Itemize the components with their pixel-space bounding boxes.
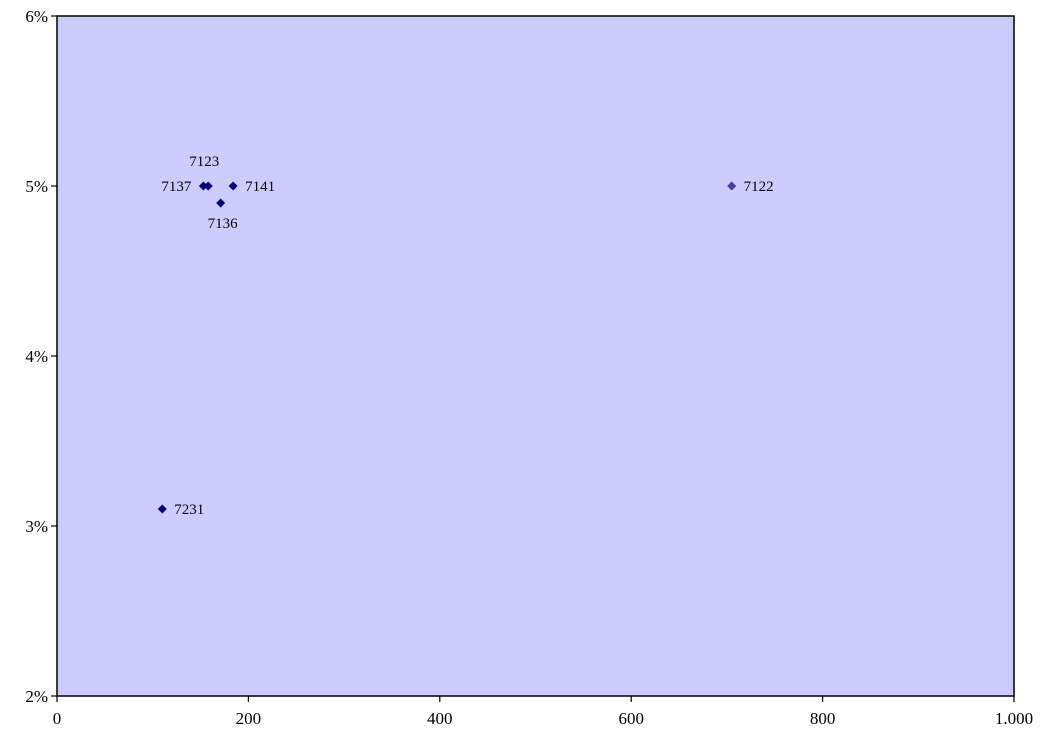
data-point-marker: [198, 181, 208, 191]
data-point-label: 7136: [208, 216, 239, 232]
data-point-label: 7122: [744, 179, 774, 195]
data-point-label: 7123: [189, 154, 219, 170]
data-point-marker: [216, 198, 226, 208]
y-tick-label: 6%: [25, 7, 48, 26]
x-tick-label: 400: [427, 709, 453, 728]
data-point-marker: [228, 181, 238, 191]
data-point-marker: [203, 181, 213, 191]
x-tick-label: 200: [236, 709, 262, 728]
data-points: 7122 7123 7137 7141 7136 7231: [157, 154, 774, 518]
y-tick-label: 2%: [25, 687, 48, 706]
x-axis: 0 200 400 600 800 1.000: [53, 696, 1033, 728]
x-tick-label: 1.000: [995, 709, 1033, 728]
y-tick-label: 4%: [25, 347, 48, 366]
data-point-label: 7137: [161, 179, 192, 195]
data-point-label: 7231: [174, 502, 204, 518]
plot-area: [56, 15, 1015, 697]
data-point-label: 7141: [245, 179, 275, 195]
y-tick-label: 3%: [25, 517, 48, 536]
y-axis: 2% 3% 4% 5% 6%: [25, 7, 57, 706]
y-tick-label: 5%: [25, 177, 48, 196]
x-tick-label: 600: [618, 709, 644, 728]
x-tick-label: 0: [53, 709, 62, 728]
data-point-marker: [157, 504, 167, 514]
data-point-marker: [727, 181, 737, 191]
x-tick-label: 800: [810, 709, 836, 728]
